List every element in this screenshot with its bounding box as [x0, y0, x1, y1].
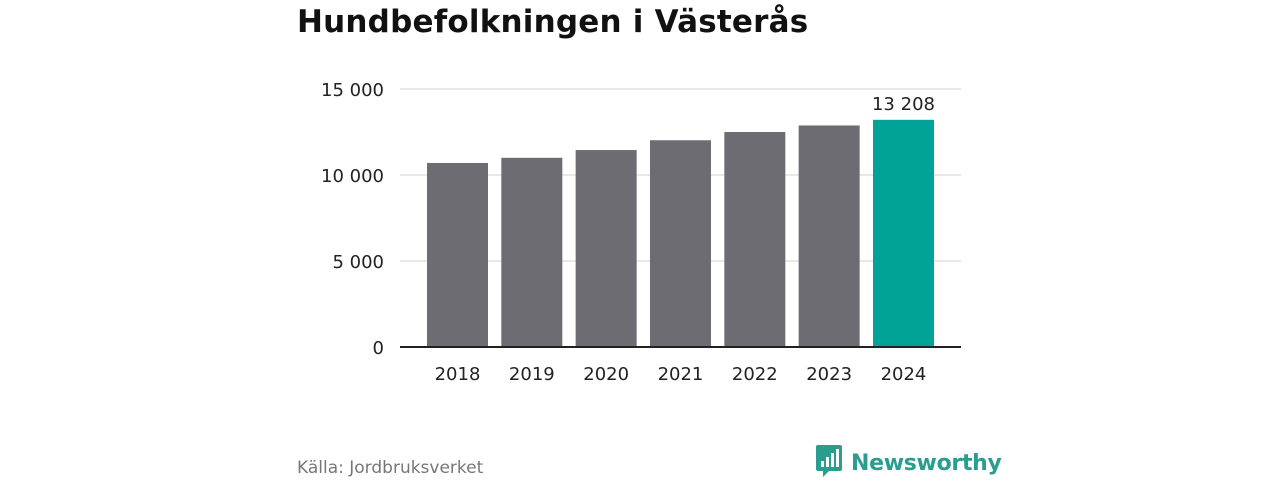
source-note: Källa: Jordbruksverket: [297, 458, 484, 478]
x-axis-tick-labels: 2018 2019 2020 2021 2022 2023 2024: [435, 364, 927, 385]
x-tick-label: 2020: [583, 364, 629, 385]
y-axis-tick-labels: 0 5 000 10 000 15 000: [321, 80, 384, 359]
bar-2023: [798, 125, 860, 348]
x-tick-label: 2019: [509, 364, 555, 385]
y-tick-label: 5 000: [332, 252, 384, 273]
bar-2021: [649, 140, 711, 347]
newsworthy-logo-icon: [815, 444, 843, 482]
bar-2020: [575, 150, 637, 347]
bar-2024: [872, 119, 934, 347]
brand-name: Newsworthy: [851, 450, 1002, 476]
bar-2022: [724, 132, 786, 347]
x-tick-label: 2022: [732, 364, 778, 385]
bar-2018: [427, 162, 488, 347]
chart-title: Hundbefolkningen i Västerås: [297, 4, 809, 40]
bar-2019: [501, 157, 563, 347]
data-label: 13 208: [872, 94, 935, 115]
x-tick-label: 2023: [806, 364, 852, 385]
x-tick-label: 2018: [435, 364, 481, 385]
y-tick-label: 15 000: [321, 80, 384, 101]
x-tick-label: 2024: [881, 364, 927, 385]
bars: [427, 119, 934, 348]
y-tick-label: 0: [373, 338, 384, 359]
data-labels: 13 208: [872, 94, 935, 115]
brand-logo[interactable]: Newsworthy: [815, 444, 1002, 482]
y-tick-label: 10 000: [321, 166, 384, 187]
x-tick-label: 2021: [658, 364, 704, 385]
